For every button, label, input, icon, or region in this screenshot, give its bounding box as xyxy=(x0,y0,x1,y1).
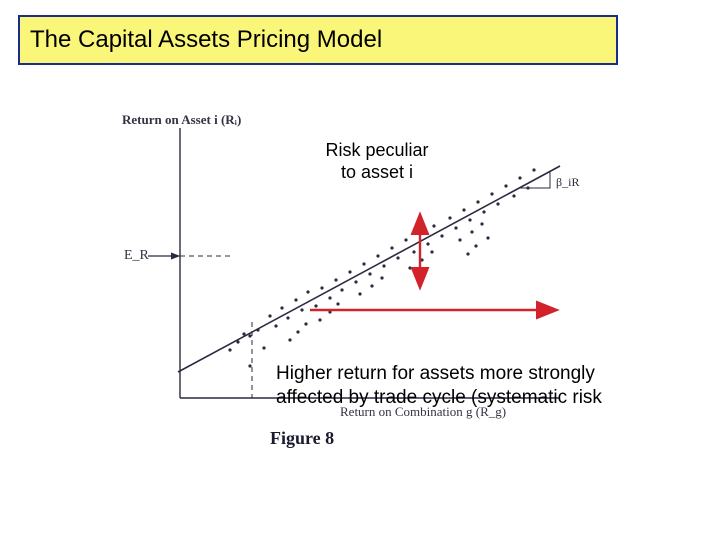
title-box: The Capital Assets Pricing Model xyxy=(18,15,618,65)
svg-text:β_iR: β_iR xyxy=(556,175,579,189)
figure-caption: Figure 8 xyxy=(270,428,334,449)
annotation-higher-return: Higher return for assets more strongly a… xyxy=(276,362,720,410)
page-title: The Capital Assets Pricing Model xyxy=(30,26,382,54)
annotation-risk-peculiar: Risk peculiar to asset i xyxy=(302,140,452,183)
